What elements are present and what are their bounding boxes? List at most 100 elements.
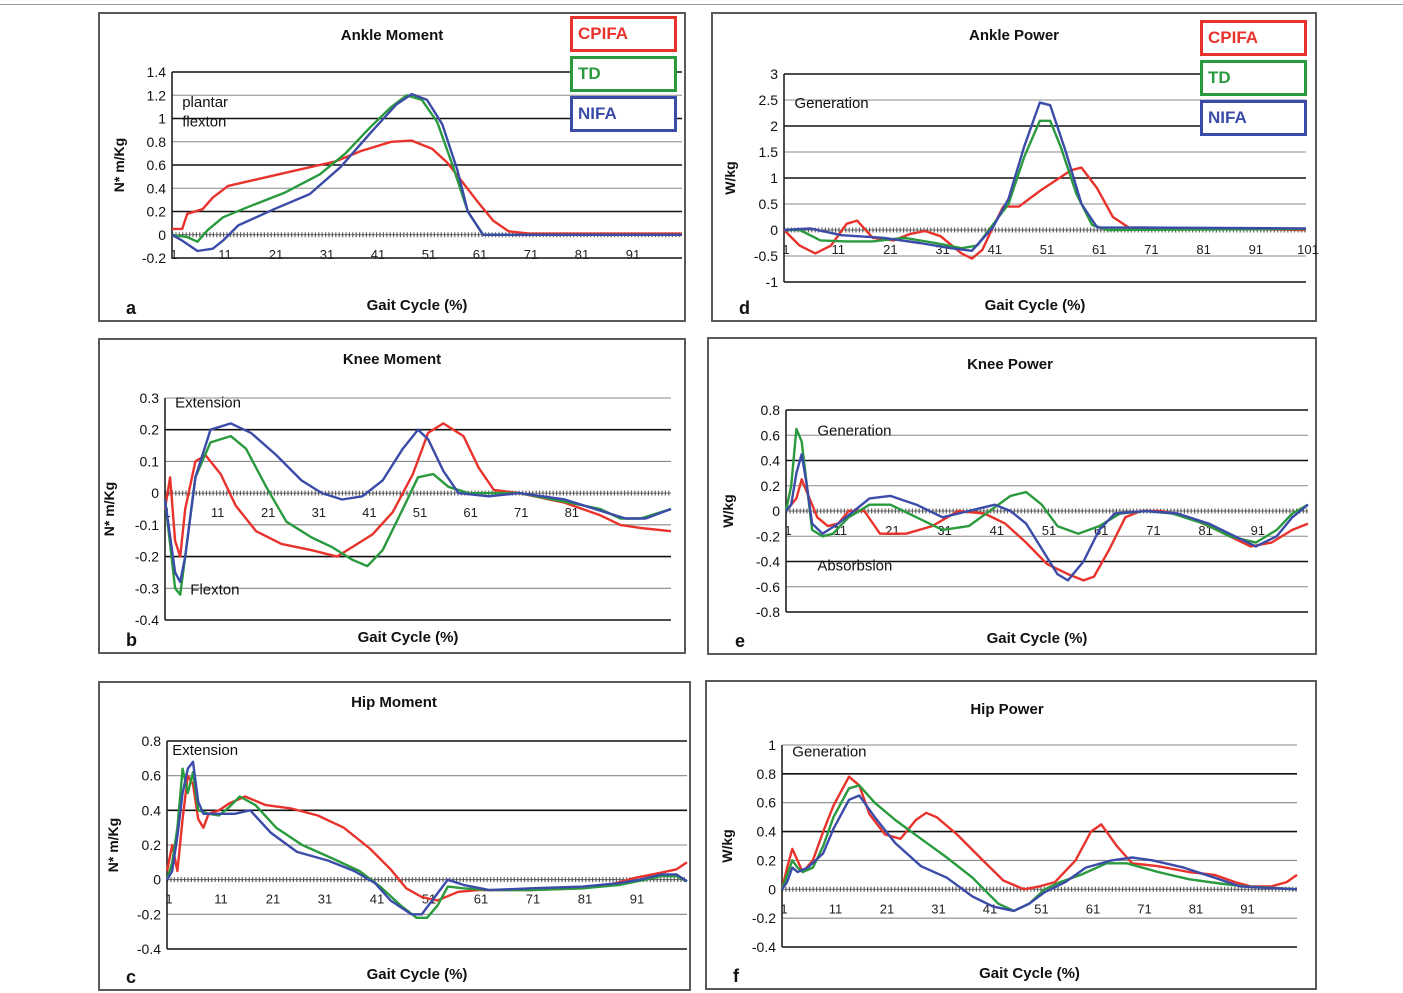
x-tick-label: 21 bbox=[261, 505, 275, 520]
x-tick-label: 21 bbox=[266, 892, 280, 907]
panel-letter: a bbox=[126, 298, 137, 318]
y-tick-label: 1 bbox=[770, 170, 778, 186]
annotation-label: Extension bbox=[172, 742, 238, 759]
x-tick-label: 51 bbox=[1042, 523, 1056, 538]
y-tick-label: 0.3 bbox=[140, 390, 160, 406]
chart-svg-f: -0.4-0.200.20.40.60.811 11 21 31 41 51 61 71 81 9… bbox=[719, 701, 1298, 986]
x-tick-label: 51 bbox=[1040, 242, 1054, 257]
chart-panel-e: -0.8 -0.6 -0.4 -0.2 0 0.2 0.4 0.6 0.8 1 11 21 31 41 51… bbox=[707, 337, 1317, 655]
y-tick-label: 0.2 bbox=[140, 422, 160, 438]
y-tick-label: 3 bbox=[770, 66, 778, 82]
y-axis-label: W/kg bbox=[722, 161, 738, 194]
x-tick-label: 61 bbox=[473, 247, 487, 262]
y-tick-label: 0.8 bbox=[147, 134, 167, 150]
annotation-label: Flexton bbox=[190, 582, 239, 599]
y-axis-label: N* m/Kg bbox=[105, 818, 121, 872]
y-axis-label: W/kg bbox=[719, 829, 735, 862]
y-tick-label: 0 bbox=[153, 872, 161, 888]
x-tick-label: 11 bbox=[214, 892, 228, 907]
series-line-nifa bbox=[783, 101, 1307, 252]
annotation-label: Generation bbox=[794, 95, 868, 112]
x-tick-label: 1 bbox=[782, 242, 789, 257]
x-tick-label: 91 bbox=[626, 247, 640, 262]
chart-panel-c: -0.4 -0.2 0 0.2 0.4 0.6 0.8 1 11 21 31 41 51 61 71 81 91… bbox=[98, 681, 691, 991]
x-axis-label: Gait Cycle (%) bbox=[985, 297, 1086, 314]
y-axis-label: N* m/Kg bbox=[101, 482, 117, 536]
chart-panel-b: -0.4 -0.3 -0.2 -0.1 0 0.1 0.2 0.3 1 11 21 31 41 51 61 7… bbox=[98, 338, 686, 654]
legend-item-nifa: NIFA bbox=[570, 96, 677, 132]
x-tick-label: 21 bbox=[885, 523, 899, 538]
x-tick-label: 11 bbox=[831, 242, 845, 257]
y-tick-label: -0.2 bbox=[137, 906, 161, 922]
y-tick-label: 1.5 bbox=[759, 144, 779, 160]
x-tick-label: 41 bbox=[983, 901, 997, 916]
x-tick-label: 71 bbox=[1137, 901, 1151, 916]
y-tick-label: 0.6 bbox=[147, 157, 167, 173]
annotation-label: Extension bbox=[175, 395, 241, 412]
y-tick-label: 0 bbox=[772, 503, 780, 519]
x-tick-label: 101 bbox=[1297, 242, 1319, 257]
x-tick-label: 61 bbox=[463, 505, 477, 520]
x-axis-label: Gait Cycle (%) bbox=[358, 629, 459, 646]
series-line-nifa bbox=[785, 453, 1309, 582]
y-tick-label: 1.4 bbox=[147, 64, 167, 80]
y-tick-label: -0.2 bbox=[752, 910, 776, 926]
x-tick-label: 51 bbox=[422, 247, 436, 262]
x-tick-label: 71 bbox=[1146, 523, 1160, 538]
chart-svg-b: -0.4-0.3-0.2-0.100.10.20.31 11 21 31 41 51 61 7… bbox=[101, 351, 672, 650]
chart-svg-d: -1-0.500.511.522.531 11 21 31 41 51 61 71 81 91 10… bbox=[722, 27, 1319, 318]
y-tick-label: 0.6 bbox=[142, 768, 162, 784]
series-line-cpifa bbox=[780, 775, 1298, 891]
y-tick-label: 0 bbox=[768, 881, 776, 897]
panel-letter: d bbox=[739, 298, 750, 318]
x-tick-label: 31 bbox=[312, 505, 326, 520]
y-tick-label: 1 bbox=[768, 737, 776, 753]
legend-item-td: TD bbox=[570, 56, 677, 92]
series-line-td bbox=[780, 784, 1298, 913]
y-tick-label: 0.4 bbox=[761, 453, 781, 469]
series-line-nifa bbox=[163, 422, 672, 584]
top-divider-line bbox=[0, 4, 1403, 5]
x-tick-label: 81 bbox=[1196, 242, 1210, 257]
x-tick-label: 81 bbox=[565, 505, 579, 520]
series-line-cpifa bbox=[172, 139, 682, 235]
y-tick-label: 0.6 bbox=[757, 795, 777, 811]
y-tick-label: -0.4 bbox=[756, 554, 780, 570]
x-tick-label: 71 bbox=[524, 247, 538, 262]
x-tick-label: 81 bbox=[1189, 901, 1203, 916]
y-axis-label: W/kg bbox=[720, 494, 736, 527]
chart-svg-c: -0.4-0.200.20.40.60.81 11 21 31 41 51 61 71 81 91… bbox=[105, 694, 688, 987]
annotation-label: flexton bbox=[182, 114, 226, 131]
annotation-label: Generation bbox=[817, 422, 891, 439]
x-tick-label: 41 bbox=[371, 247, 385, 262]
x-tick-label: 41 bbox=[990, 523, 1004, 538]
y-tick-label: 1 bbox=[158, 111, 166, 127]
y-tick-label: 2.5 bbox=[759, 92, 779, 108]
x-tick-label: 61 bbox=[1086, 901, 1100, 916]
x-tick-label: 91 bbox=[1251, 523, 1265, 538]
y-tick-label: -0.5 bbox=[754, 248, 778, 264]
x-axis-label: Gait Cycle (%) bbox=[987, 630, 1088, 647]
y-tick-label: -0.2 bbox=[135, 549, 159, 565]
chart-title: Knee Moment bbox=[343, 351, 441, 368]
series-line-cpifa bbox=[783, 166, 1307, 260]
y-tick-label: -0.8 bbox=[756, 604, 780, 620]
panel-letter: c bbox=[126, 967, 136, 987]
y-tick-label: -0.2 bbox=[142, 250, 166, 266]
x-tick-label: 71 bbox=[514, 505, 528, 520]
x-tick-label: 81 bbox=[575, 247, 589, 262]
x-tick-label: 51 bbox=[1034, 901, 1048, 916]
chart-title: Ankle Moment bbox=[341, 27, 444, 44]
legend-item-nifa: NIFA bbox=[1200, 100, 1307, 136]
x-tick-label: 71 bbox=[526, 892, 540, 907]
annotation-label: Generation bbox=[792, 744, 866, 761]
y-tick-label: 0.4 bbox=[757, 824, 777, 840]
panel-letter: b bbox=[126, 630, 137, 650]
x-tick-label: 81 bbox=[578, 892, 592, 907]
series-line-td bbox=[165, 767, 688, 919]
chart-panel-f: -0.4 -0.2 0 0.2 0.4 0.6 0.8 1 1 11 21 31 41 51 61 71 81 9… bbox=[705, 680, 1317, 990]
y-tick-label: 0.4 bbox=[142, 802, 162, 818]
x-tick-label: 41 bbox=[362, 505, 376, 520]
chart-title: Hip Moment bbox=[351, 694, 437, 711]
y-tick-label: 0 bbox=[151, 485, 159, 501]
